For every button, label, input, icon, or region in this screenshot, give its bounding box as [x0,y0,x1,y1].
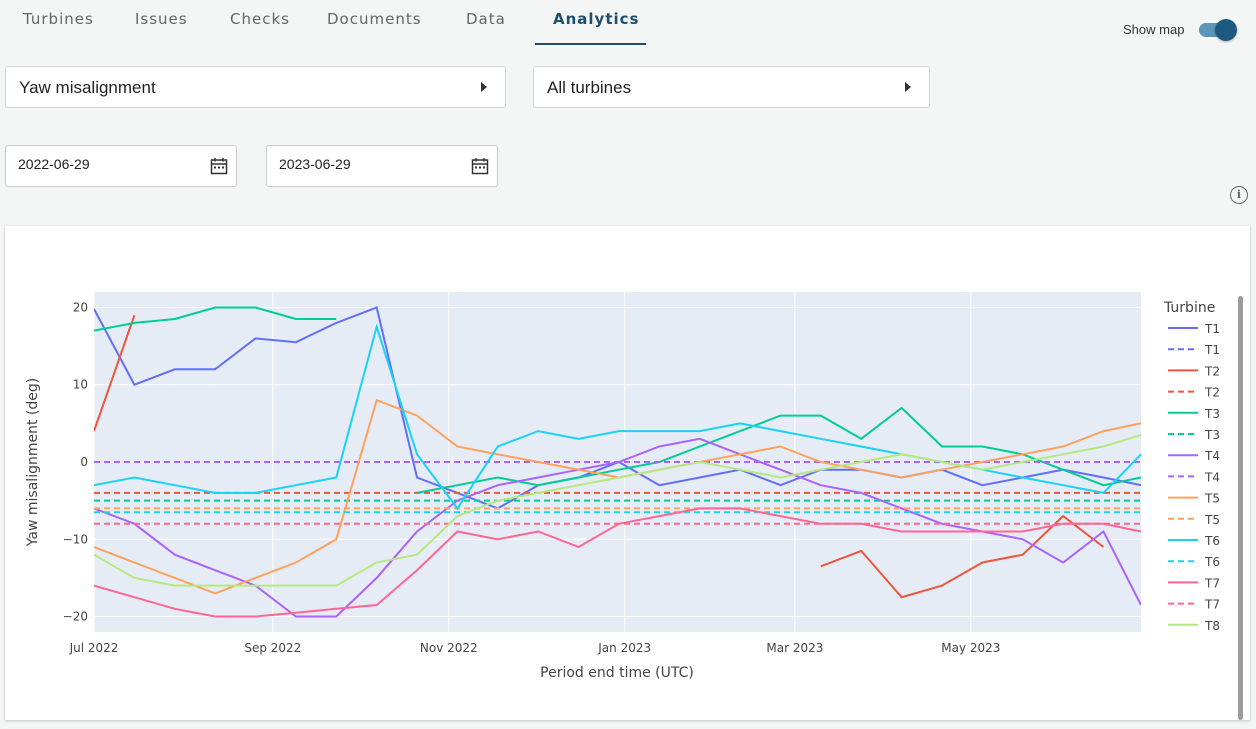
legend-item-t3[interactable]: T3 [1204,428,1220,442]
y-axis-label: Yaw misalignment (deg) [25,378,41,547]
x-tick-label: May 2023 [941,641,1000,655]
show-map-toggle[interactable] [1197,19,1237,41]
y-tick-label: −10 [63,532,88,546]
legend-scrollbar[interactable] [1238,296,1243,720]
tab-bar: Turbines Issues Checks Documents Data An… [0,0,700,46]
tab-data[interactable]: Data [466,10,506,28]
legend-item-t4[interactable]: T4 [1204,449,1220,463]
date-to-input[interactable] [277,155,451,173]
legend-item-t7[interactable]: T7 [1204,598,1220,612]
tab-analytics[interactable]: Analytics [553,10,640,28]
legend-item-t4[interactable]: T4 [1204,470,1220,484]
show-map-label: Show map [1123,22,1185,37]
x-tick-label: Mar 2023 [766,641,823,655]
chevron-right-icon [905,82,911,92]
legend-item-t1[interactable]: T1 [1204,322,1220,336]
legend-item-t3[interactable]: T3 [1204,407,1220,421]
y-tick-label: 0 [80,455,88,469]
legend-item-t2[interactable]: T2 [1204,386,1220,400]
chevron-right-icon [481,82,487,92]
tab-issues[interactable]: Issues [135,10,188,28]
legend-item-t5[interactable]: T5 [1204,492,1220,506]
active-tab-indicator [535,43,646,45]
series-line-t8[interactable] [94,434,1141,587]
y-tick-label: 20 [73,300,88,314]
legend-item-t7[interactable]: T7 [1204,576,1220,590]
legend-item-t5[interactable]: T5 [1204,513,1220,527]
tab-checks[interactable]: Checks [230,10,290,28]
calendar-icon[interactable] [210,157,228,175]
x-tick-label: Sep 2022 [244,641,301,655]
turbine-select[interactable]: All turbines [533,66,930,108]
date-to-field[interactable] [266,145,498,187]
tab-documents[interactable]: Documents [327,10,422,28]
series-line-t2[interactable] [94,314,1105,599]
metric-select-value: Yaw misalignment [19,78,156,97]
metric-select[interactable]: Yaw misalignment [5,66,506,108]
calendar-icon[interactable] [471,157,489,175]
legend-item-t8[interactable]: T8 [1204,619,1220,633]
legend-item-t1[interactable]: T1 [1204,343,1220,357]
legend-item-t6[interactable]: T6 [1204,555,1220,569]
yaw-misalignment-chart: Jul 2022 Sep 2022 Nov 2022 Jan 2023 Mar 2023… [25,292,1220,681]
tab-turbines[interactable]: Turbines [23,10,94,28]
y-tick-label: 10 [73,378,88,392]
y-tick-label: −20 [63,610,88,624]
date-from-input[interactable] [16,155,190,173]
x-tick-label: Jul 2022 [69,641,119,655]
legend-title: Turbine [1163,300,1215,316]
legend-item-t2[interactable]: T2 [1204,364,1220,378]
legend-item-t6[interactable]: T6 [1204,534,1220,548]
info-icon[interactable]: i [1230,186,1248,204]
x-tick-label: Nov 2022 [420,641,478,655]
date-from-field[interactable] [5,145,237,187]
chart-card: Jul 2022 Sep 2022 Nov 2022 Jan 2023 Mar 2023… [5,226,1250,720]
x-tick-label: Jan 2023 [597,641,651,655]
toggle-knob [1215,19,1237,41]
x-axis-label: Period end time (UTC) [540,665,694,681]
turbine-select-value: All turbines [547,78,632,97]
